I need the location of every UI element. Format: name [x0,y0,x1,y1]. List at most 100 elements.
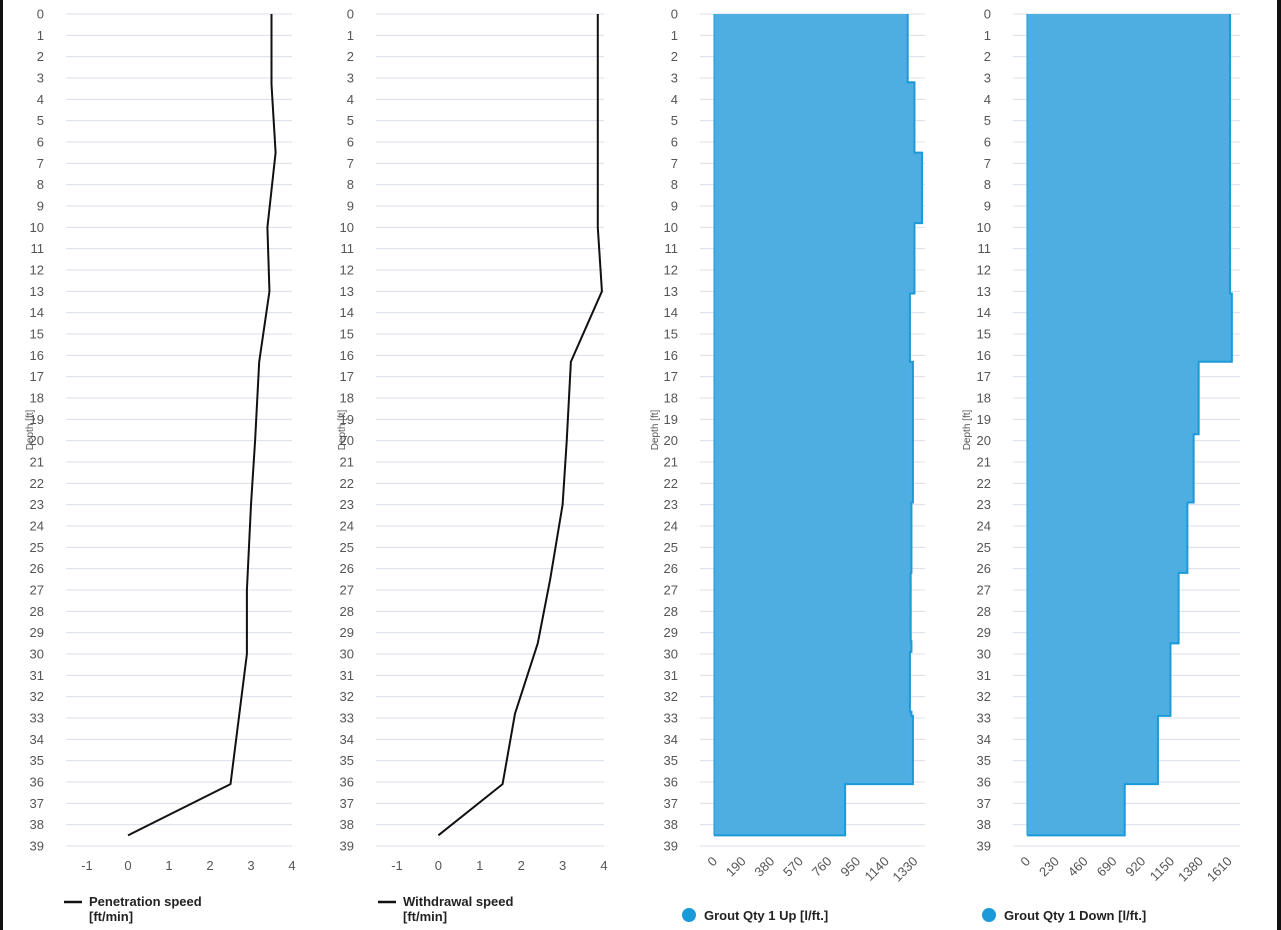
y-tick-label: 3 [347,71,354,86]
y-tick-label: 4 [37,92,44,107]
y-tick-label: 8 [984,177,991,192]
y-tick-label: 39 [340,839,354,854]
y-tick-label: 35 [664,753,678,768]
y-tick-label: 32 [977,689,991,704]
y-tick-label: 5 [347,113,354,128]
y-tick-label: 5 [984,113,991,128]
y-tick-label: 39 [664,839,678,854]
x-tick-label: 0 [1017,854,1033,870]
y-tick-label: 39 [977,839,991,854]
y-tick-label: 34 [977,732,991,747]
legend-dot-marker [982,908,996,922]
y-tick-label: 16 [664,348,678,363]
y-axis-label: Depth [ft] [337,409,348,450]
legend-label: Penetration speed [89,894,202,909]
y-tick-label: 5 [671,113,678,128]
chart-panel-3: 0123456789101112131415161718192021222324… [650,7,925,923]
y-tick-label: 22 [664,476,678,491]
y-tick-label: 27 [30,583,44,598]
y-tick-label: 19 [977,412,991,427]
y-tick-label: 6 [37,135,44,150]
y-tick-label: 21 [977,455,991,470]
y-tick-label: 32 [30,689,44,704]
y-tick-label: 20 [977,433,991,448]
y-tick-label: 34 [340,732,354,747]
chart-panel-4: 0123456789101112131415161718192021222324… [962,7,1240,923]
y-tick-label: 37 [977,796,991,811]
y-tick-label: 6 [984,135,991,150]
y-tick-label: 8 [37,177,44,192]
y-tick-label: 3 [37,71,44,86]
series-line [127,14,277,837]
y-tick-label: 27 [977,583,991,598]
y-tick-label: 0 [37,7,44,22]
series-line [437,14,603,837]
y-tick-label: 20 [664,433,678,448]
y-tick-label: 34 [30,732,44,747]
y-tick-label: 1 [347,28,354,43]
x-tick-label: 1 [476,858,483,873]
y-tick-label: 30 [30,647,44,662]
y-tick-label: 32 [340,689,354,704]
legend-label-unit: [ft/min] [403,909,447,924]
chart-panel-1: 0123456789101112131415161718192021222324… [25,7,296,925]
y-tick-label: 17 [977,369,991,384]
y-tick-label: 7 [984,156,991,171]
y-tick-label: 38 [977,817,991,832]
x-tick-label: 0 [124,858,131,873]
y-tick-label: 13 [30,284,44,299]
y-tick-label: 23 [664,497,678,512]
y-tick-label: 1 [671,28,678,43]
y-tick-label: 13 [977,284,991,299]
y-tick-label: 19 [664,412,678,427]
y-tick-label: 24 [30,519,44,534]
y-tick-label: 6 [671,135,678,150]
series-area [714,14,922,836]
y-tick-label: 30 [664,647,678,662]
x-tick-label: 0 [704,854,720,870]
x-tick-label: 460 [1065,854,1091,880]
y-tick-label: 6 [347,135,354,150]
y-tick-label: 35 [977,753,991,768]
y-tick-label: 24 [977,519,991,534]
y-tick-label: 8 [347,177,354,192]
y-tick-label: 12 [30,263,44,278]
x-tick-label: 1140 [862,854,892,884]
y-tick-label: 12 [664,263,678,278]
x-tick-label: 1330 [890,854,921,885]
y-tick-label: 31 [30,668,44,683]
y-tick-label: 23 [340,497,354,512]
y-tick-label: 9 [984,199,991,214]
y-tick-label: 12 [977,263,991,278]
y-tick-label: 26 [30,561,44,576]
x-tick-label: -1 [391,858,403,873]
x-tick-label: 690 [1094,854,1120,880]
y-tick-label: 8 [671,177,678,192]
y-tick-label: 25 [30,540,44,555]
y-tick-label: 5 [37,113,44,128]
y-tick-label: 29 [30,625,44,640]
x-tick-label: 570 [780,854,806,880]
y-tick-label: 11 [31,241,45,256]
y-tick-label: 19 [340,412,354,427]
y-axis-label: Depth [ft] [650,409,661,450]
x-tick-label: 1610 [1204,854,1235,885]
y-tick-label: 12 [340,263,354,278]
y-tick-label: 7 [671,156,678,171]
y-tick-label: 24 [340,519,354,534]
legend-label: Grout Qty 1 Down [l/ft.] [1004,908,1146,923]
x-tick-label: 4 [600,858,607,873]
y-tick-label: 36 [977,775,991,790]
x-tick-label: 0 [435,858,442,873]
chart-panel-2: 0123456789101112131415161718192021222324… [337,7,608,925]
y-tick-label: 30 [340,647,354,662]
y-tick-label: 23 [977,497,991,512]
y-tick-label: 11 [341,241,355,256]
x-tick-label: 1150 [1147,854,1177,884]
y-tick-label: 11 [665,241,679,256]
y-tick-label: 10 [664,220,678,235]
y-tick-label: 3 [671,71,678,86]
y-tick-label: 33 [340,711,354,726]
y-tick-label: 13 [664,284,678,299]
